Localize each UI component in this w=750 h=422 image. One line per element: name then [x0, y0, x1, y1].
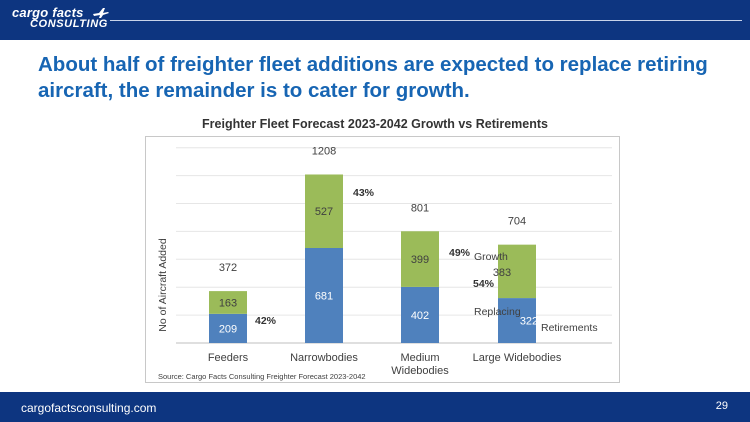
replacement-share-label: 43% [353, 187, 375, 199]
chart-source-note: Source: Cargo Facts Consulting Freighter… [158, 372, 366, 381]
category-tick-label: Narrowbodies [290, 352, 358, 364]
data-label-growth: 527 [315, 206, 333, 218]
slide-headline: About half of freighter fleet additions … [38, 53, 708, 102]
header-bar: cargo facts CONSULTING [0, 0, 750, 40]
legend-replacing-label: Replacing [474, 306, 521, 318]
data-label-retirements: 322 [520, 316, 538, 328]
bar-retirements [305, 248, 343, 343]
data-label-retirements: 681 [315, 291, 333, 303]
footer-website-link[interactable]: cargofactsconsulting.com [21, 401, 157, 415]
category-tick-label: Feeders [208, 352, 249, 364]
data-label-total: 372 [219, 262, 237, 274]
header-rule [110, 20, 742, 21]
data-label-total: 704 [508, 216, 526, 228]
logo-line-2: CONSULTING [30, 18, 108, 30]
bar-retirements [498, 298, 536, 343]
bar-growth [305, 174, 343, 249]
data-label-retirements: 402 [411, 310, 429, 322]
bar-growth [401, 231, 439, 287]
data-label-retirements: 209 [219, 323, 237, 335]
bar-growth [498, 244, 536, 299]
legend-growth-label: Growth [474, 251, 508, 263]
data-label-total: 801 [411, 202, 429, 214]
category-tick-label: Medium [400, 352, 439, 364]
data-label-growth: 399 [411, 254, 429, 266]
data-label-growth: 163 [219, 297, 237, 309]
bar-growth [209, 291, 247, 314]
legend-retirements-label: Retirements [541, 322, 598, 334]
replacement-share-label: 54% [473, 278, 495, 290]
logo-line-1: cargo facts [12, 5, 84, 20]
category-tick-label: Large Widebodies [473, 352, 562, 364]
brand-logo[interactable]: cargo facts CONSULTING [12, 6, 108, 30]
replacement-share-label: 42% [255, 315, 277, 327]
airplane-icon [93, 8, 109, 18]
bar-retirements [401, 286, 439, 343]
y-axis-label: No of Aircraft Added [157, 238, 169, 332]
replacement-share-label: 49% [449, 247, 471, 259]
data-label-growth: 383 [493, 267, 511, 279]
data-label-total: 1208 [312, 145, 336, 157]
bar-retirements [209, 313, 247, 343]
freighter-forecast-chart: No of Aircraft Added 209 163 372 42% Feeders 6… [157, 145, 612, 381]
category-tick-label: Widebodies [391, 365, 449, 377]
footer-bar: cargofactsconsulting.com 29 [0, 392, 750, 422]
chart-title: Freighter Fleet Forecast 2023-2042 Growt… [202, 117, 548, 131]
page-number: 29 [715, 400, 728, 412]
